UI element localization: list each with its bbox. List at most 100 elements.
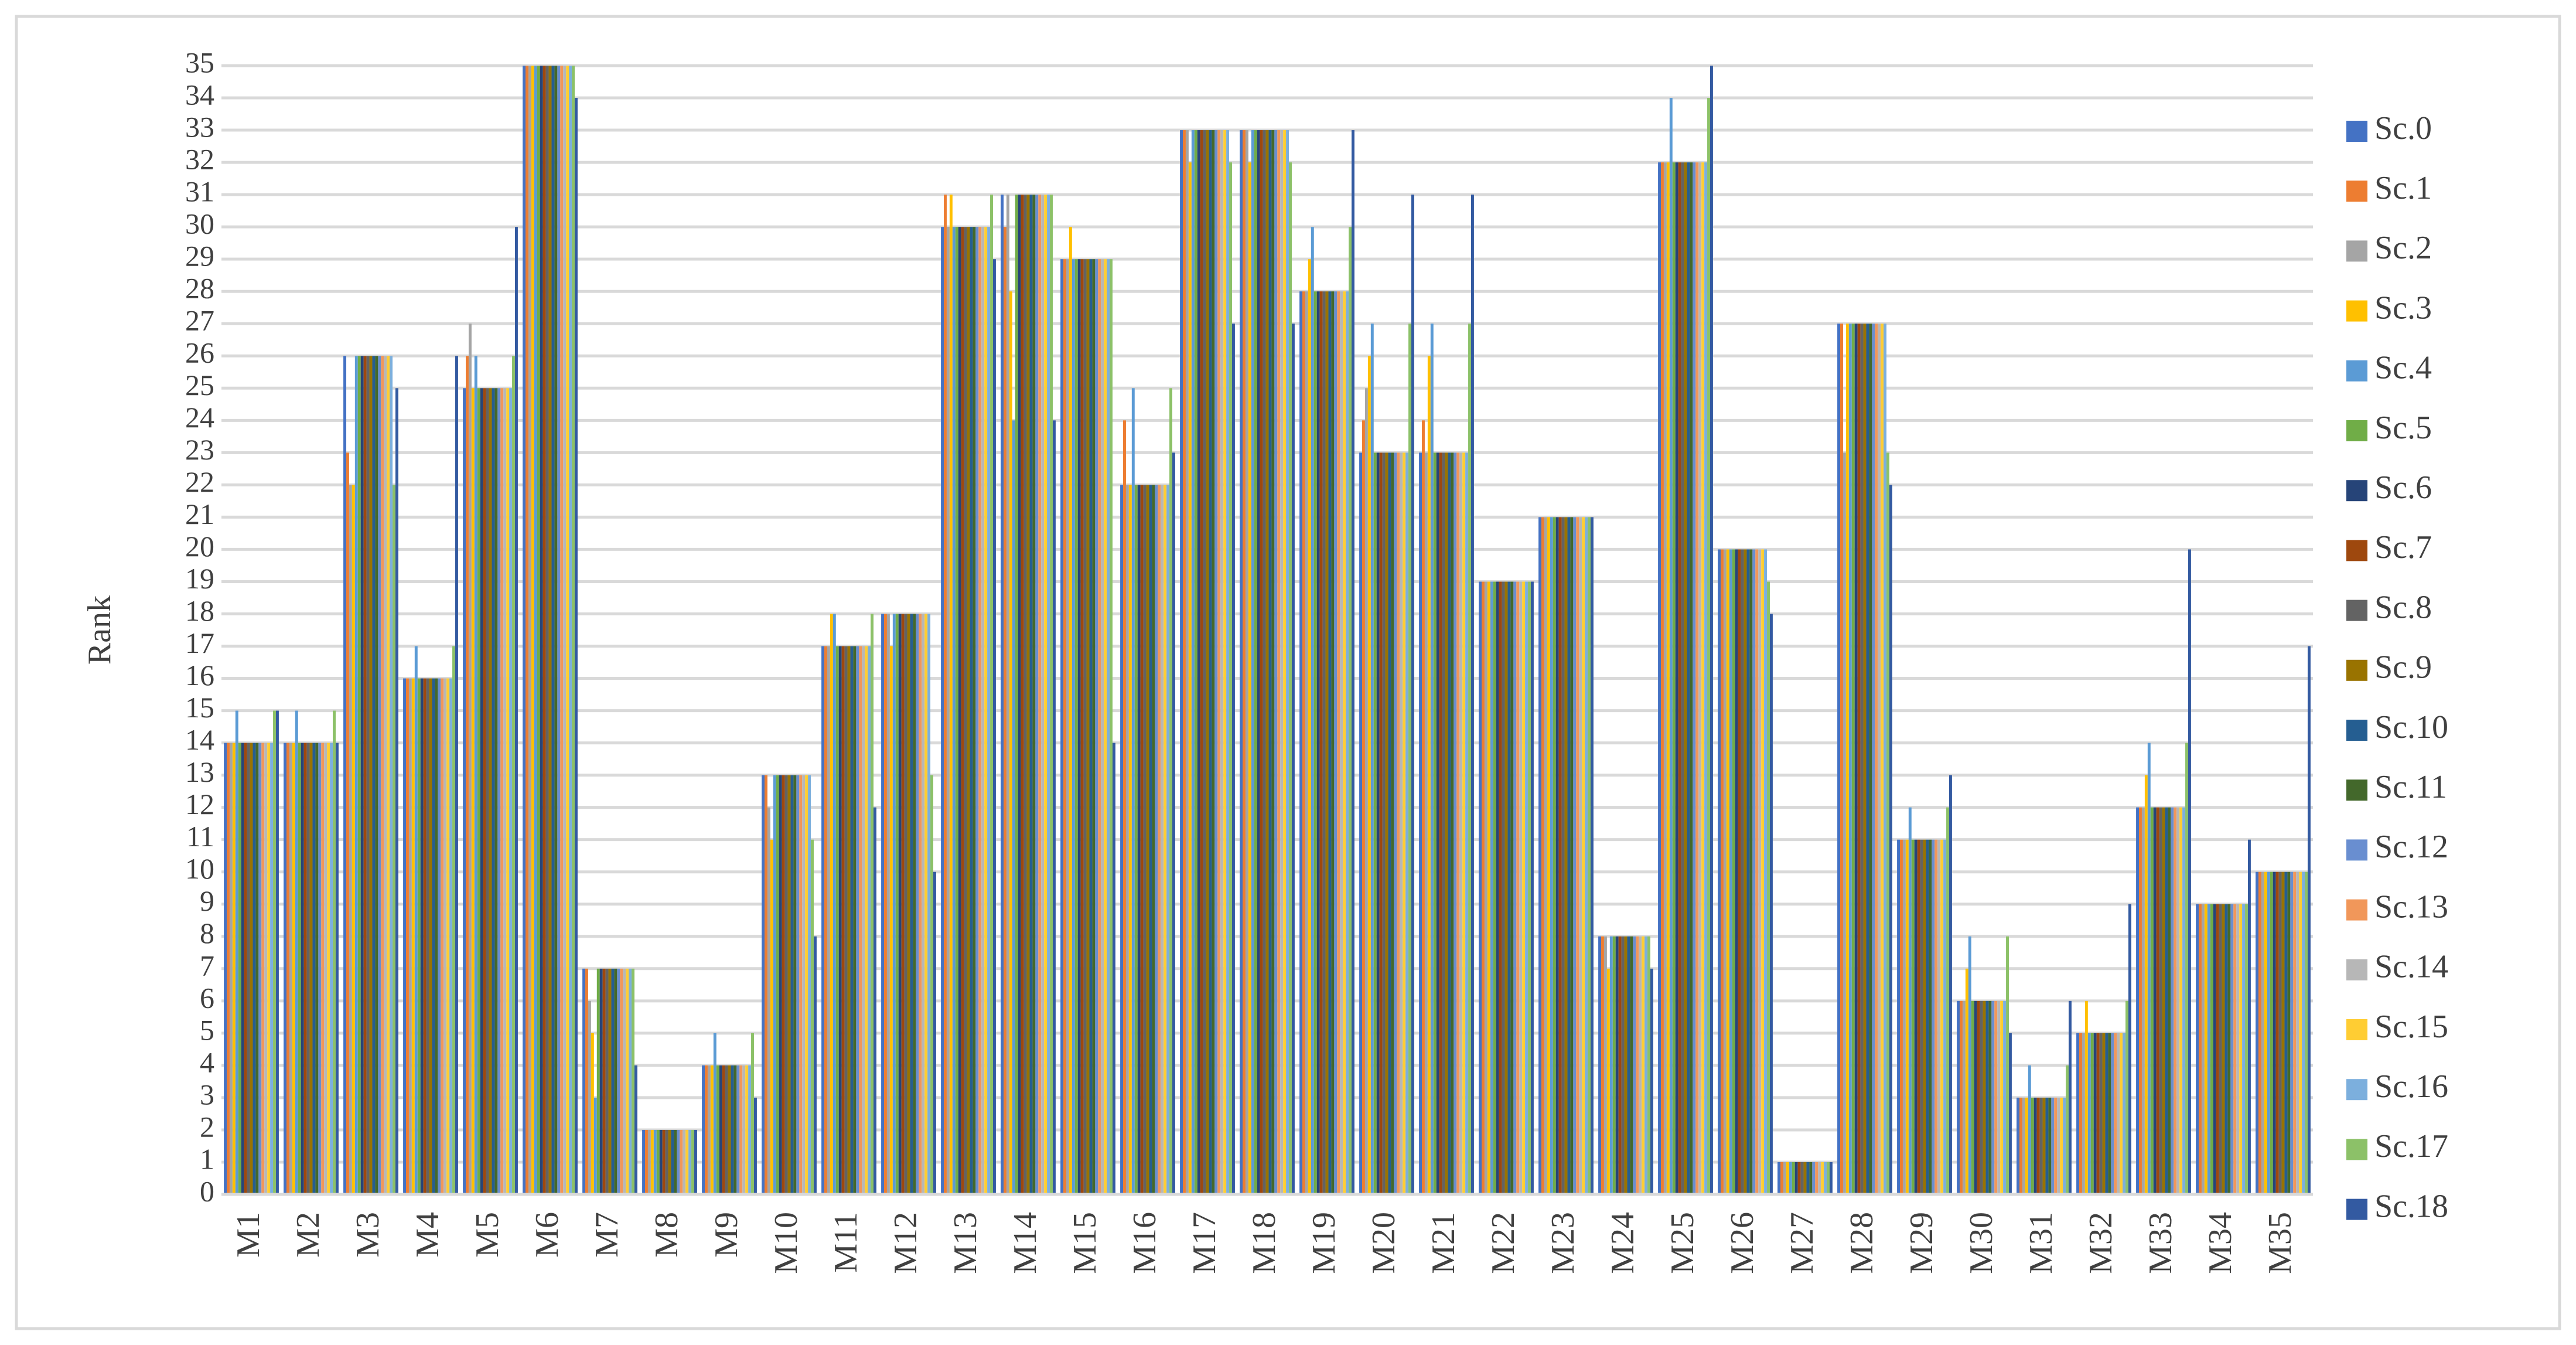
x-tick-label: M12 — [888, 1212, 924, 1274]
bar — [403, 678, 407, 1194]
bar — [2207, 904, 2210, 1194]
bar — [1131, 388, 1135, 1195]
bar — [1408, 324, 1411, 1195]
bar — [1260, 130, 1263, 1195]
bar — [2179, 807, 2183, 1194]
bar — [748, 1065, 752, 1194]
bar — [1721, 549, 1724, 1194]
x-tick-label: M23 — [1545, 1212, 1581, 1274]
bar — [1209, 130, 1212, 1195]
bar — [970, 227, 973, 1195]
bar — [443, 678, 447, 1194]
bar — [395, 388, 398, 1195]
bar — [1769, 614, 1773, 1194]
x-tick-label: M18 — [1246, 1212, 1282, 1274]
legend-swatch — [2346, 540, 2367, 561]
bar — [680, 1129, 683, 1194]
bar — [1158, 485, 1161, 1195]
x-tick-label: M25 — [1664, 1212, 1701, 1274]
bar — [414, 646, 418, 1194]
bar — [961, 227, 964, 1195]
bar — [1513, 581, 1517, 1194]
legend-label: Sc.9 — [2374, 649, 2432, 686]
bar — [1436, 452, 1439, 1195]
bar — [1052, 420, 1056, 1195]
bar — [2213, 904, 2216, 1194]
bar — [892, 614, 896, 1194]
bar — [250, 743, 253, 1194]
bar — [1302, 291, 1305, 1195]
bar — [779, 775, 782, 1194]
bar — [685, 1129, 689, 1194]
bar — [1217, 130, 1221, 1195]
bar — [1089, 259, 1093, 1195]
bar — [582, 968, 586, 1194]
bar — [1965, 968, 1968, 1194]
y-tick-label: 30 — [185, 207, 214, 240]
bar — [1693, 162, 1696, 1195]
bar — [1098, 259, 1101, 1195]
y-tick-label: 3 — [200, 1078, 214, 1111]
bar — [1812, 1162, 1816, 1194]
bar — [1197, 130, 1200, 1195]
bar — [258, 743, 262, 1194]
bar — [1558, 517, 1562, 1194]
bar — [574, 98, 578, 1194]
bar — [1012, 420, 1015, 1195]
bar — [1370, 324, 1374, 1195]
legend-swatch — [2346, 300, 2367, 322]
bar — [292, 743, 295, 1194]
bar — [1544, 517, 1547, 1194]
bar — [1080, 259, 1084, 1195]
bar — [1313, 291, 1317, 1195]
y-tick-label: 9 — [200, 884, 214, 917]
bar — [452, 646, 455, 1194]
bar — [2125, 1000, 2128, 1194]
bar — [1723, 549, 1727, 1194]
bar — [2079, 1033, 2082, 1194]
legend-swatch — [2346, 121, 2367, 142]
bar — [2261, 871, 2264, 1194]
bar — [1451, 452, 1454, 1195]
x-tick-label: M3 — [350, 1212, 386, 1258]
x-tick-label: M29 — [1903, 1212, 1940, 1274]
bar — [2256, 871, 2259, 1194]
bar — [1698, 162, 1702, 1195]
bar — [1669, 98, 1673, 1194]
bar — [1351, 130, 1354, 1195]
bar — [366, 356, 370, 1195]
bar — [1940, 839, 1944, 1194]
bar — [1777, 1162, 1781, 1194]
bar — [1603, 936, 1607, 1194]
bar — [2264, 871, 2267, 1194]
bar — [1044, 195, 1048, 1195]
bar — [2008, 1033, 2012, 1194]
bar — [1029, 195, 1033, 1195]
bar — [2162, 807, 2165, 1194]
bar — [387, 356, 390, 1195]
bar — [1400, 452, 1403, 1195]
bar — [1701, 162, 1705, 1195]
bar — [1863, 324, 1867, 1195]
y-tick-label: 23 — [185, 433, 214, 466]
bar — [674, 1129, 677, 1194]
y-tick-label: 5 — [200, 1013, 214, 1046]
bar — [2048, 1097, 2052, 1194]
bar — [503, 388, 507, 1195]
legend-swatch — [2346, 1079, 2367, 1101]
bar — [2076, 1033, 2080, 1194]
bar — [1741, 549, 1744, 1194]
bar — [1639, 936, 1642, 1194]
bar — [569, 66, 572, 1194]
bar — [321, 743, 325, 1194]
bar — [1872, 324, 1875, 1195]
bar — [2176, 807, 2180, 1194]
bar — [1687, 162, 1690, 1195]
bar — [1911, 839, 1915, 1194]
bar — [2141, 807, 2145, 1194]
bar — [1041, 195, 1045, 1195]
bar — [540, 66, 543, 1194]
bar — [2120, 1033, 2123, 1194]
legend-label: Sc.16 — [2374, 1068, 2448, 1105]
bar — [1934, 839, 1938, 1194]
